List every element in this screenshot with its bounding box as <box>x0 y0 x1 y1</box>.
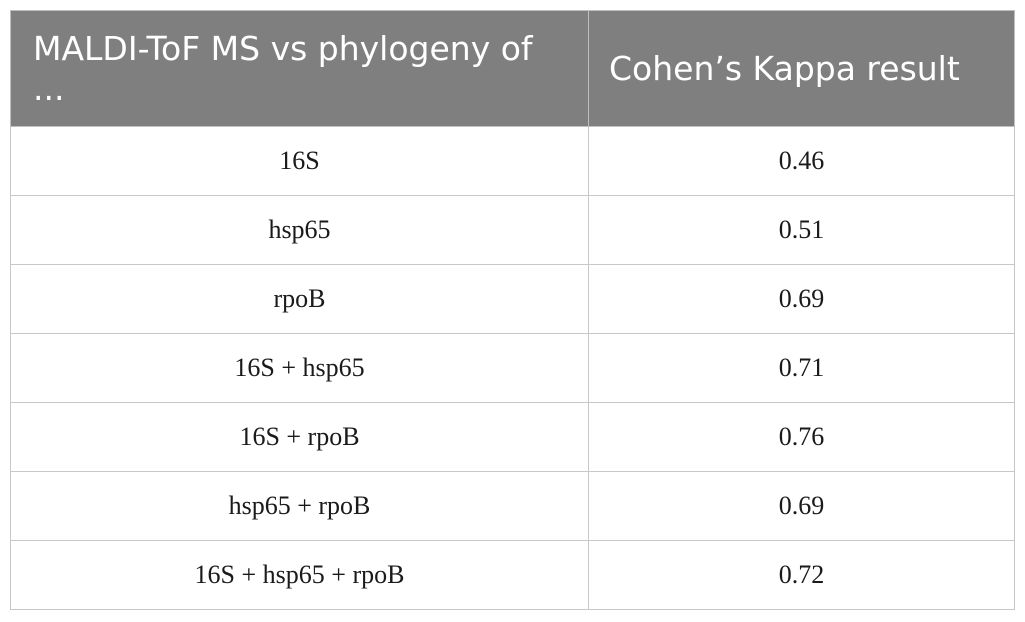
comparison-cell: 16S + rpoB <box>10 402 589 472</box>
header-kappa: Cohen’s Kappa result <box>588 10 1015 127</box>
kappa-table-container: MALDI-ToF MS vs phylogeny of ... Cohen’s… <box>10 10 1015 610</box>
table-row: 16S + hsp65 + rpoB 0.72 <box>10 540 1015 610</box>
kappa-cell: 0.51 <box>588 195 1015 265</box>
table-row: 16S + hsp65 0.71 <box>10 333 1015 403</box>
comparison-cell: hsp65 <box>10 195 589 265</box>
comparison-cell: hsp65 + rpoB <box>10 471 589 541</box>
kappa-cell: 0.46 <box>588 126 1015 196</box>
comparison-cell: 16S + hsp65 + rpoB <box>10 540 589 610</box>
table-header: MALDI-ToF MS vs phylogeny of ... Cohen’s… <box>10 10 1015 127</box>
kappa-table: MALDI-ToF MS vs phylogeny of ... Cohen’s… <box>10 10 1015 610</box>
kappa-cell: 0.71 <box>588 333 1015 403</box>
header-comparison: MALDI-ToF MS vs phylogeny of ... <box>10 10 589 127</box>
kappa-cell: 0.69 <box>588 471 1015 541</box>
kappa-cell: 0.76 <box>588 402 1015 472</box>
table-row: rpoB 0.69 <box>10 264 1015 334</box>
kappa-cell: 0.72 <box>588 540 1015 610</box>
table-body: 16S 0.46 hsp65 0.51 rpoB 0.69 16S + hsp6… <box>10 126 1015 610</box>
table-row: 16S 0.46 <box>10 126 1015 196</box>
table-row: 16S + rpoB 0.76 <box>10 402 1015 472</box>
kappa-cell: 0.69 <box>588 264 1015 334</box>
header-row: MALDI-ToF MS vs phylogeny of ... Cohen’s… <box>10 10 1015 127</box>
comparison-cell: 16S + hsp65 <box>10 333 589 403</box>
table-row: hsp65 0.51 <box>10 195 1015 265</box>
table-row: hsp65 + rpoB 0.69 <box>10 471 1015 541</box>
comparison-cell: 16S <box>10 126 589 196</box>
comparison-cell: rpoB <box>10 264 589 334</box>
